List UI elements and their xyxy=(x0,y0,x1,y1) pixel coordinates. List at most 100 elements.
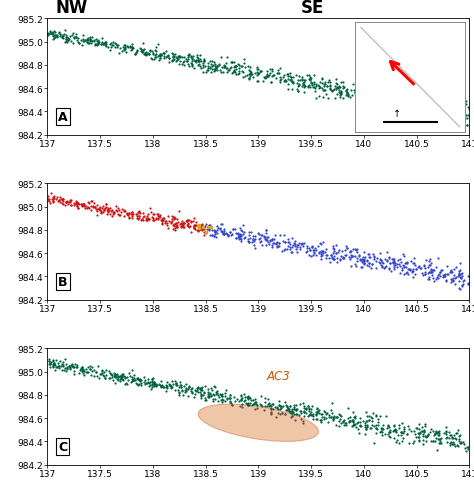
Point xyxy=(143,51,150,59)
Point xyxy=(452,429,459,437)
Point xyxy=(50,32,57,40)
Point xyxy=(107,371,115,378)
Point xyxy=(421,433,428,440)
Point xyxy=(335,417,343,425)
Point xyxy=(85,205,93,212)
Point xyxy=(184,56,192,63)
Point xyxy=(441,272,449,280)
Point xyxy=(442,428,450,436)
Point xyxy=(155,57,163,64)
Point xyxy=(350,421,358,429)
Point xyxy=(458,113,466,121)
Point xyxy=(415,430,422,438)
Point xyxy=(204,60,211,68)
Point xyxy=(306,247,314,255)
Point xyxy=(192,388,200,395)
Point xyxy=(129,45,137,53)
Point xyxy=(167,219,175,227)
Point xyxy=(75,40,83,48)
Point xyxy=(54,194,61,201)
Point xyxy=(195,61,203,69)
Point xyxy=(322,246,330,254)
Point xyxy=(237,392,245,399)
Point xyxy=(281,410,289,418)
Point xyxy=(437,106,444,114)
Point xyxy=(115,212,123,220)
Point xyxy=(228,399,235,407)
Point xyxy=(371,254,378,261)
Point xyxy=(64,365,71,373)
Point xyxy=(78,365,85,373)
Point xyxy=(191,223,198,231)
Point xyxy=(91,42,99,50)
Point xyxy=(352,247,360,255)
Point xyxy=(94,41,102,48)
Point xyxy=(58,196,66,204)
Point xyxy=(94,363,102,370)
Point xyxy=(88,202,95,210)
Point xyxy=(180,54,188,62)
Point xyxy=(398,267,405,274)
Point xyxy=(318,250,325,258)
Point xyxy=(191,58,199,66)
Point xyxy=(54,32,61,40)
Point xyxy=(375,84,383,92)
Point xyxy=(61,31,68,39)
Point xyxy=(366,94,374,102)
Point xyxy=(46,360,54,368)
Point xyxy=(268,236,275,243)
Point xyxy=(100,372,108,380)
Point xyxy=(102,43,109,51)
Point xyxy=(443,262,451,270)
Point xyxy=(310,84,317,91)
Point xyxy=(55,196,63,204)
Point xyxy=(217,391,224,399)
Point xyxy=(231,63,238,71)
Point xyxy=(446,429,453,437)
Point xyxy=(237,233,245,241)
Point xyxy=(447,431,455,439)
Point xyxy=(79,363,86,371)
Point xyxy=(183,222,191,230)
Point xyxy=(441,102,449,109)
Point xyxy=(161,215,168,223)
Point xyxy=(238,68,246,76)
Point xyxy=(199,224,207,232)
Point xyxy=(433,430,441,438)
Point xyxy=(354,93,362,101)
Point xyxy=(239,403,246,410)
Point xyxy=(169,51,177,59)
Point xyxy=(142,379,149,387)
Point xyxy=(190,215,198,223)
Point xyxy=(62,368,69,376)
Point xyxy=(419,436,427,444)
Point xyxy=(163,218,170,226)
Point xyxy=(71,368,78,376)
Point xyxy=(162,387,170,395)
Point xyxy=(339,254,347,262)
Point xyxy=(264,400,272,408)
Point xyxy=(164,224,172,232)
Point xyxy=(296,77,304,85)
Point xyxy=(212,233,220,241)
Point xyxy=(365,93,372,101)
Point xyxy=(86,38,94,46)
Point xyxy=(368,421,376,428)
Point xyxy=(301,82,308,90)
Point xyxy=(438,101,445,109)
Point xyxy=(443,277,450,285)
Point xyxy=(457,113,465,121)
Point xyxy=(273,243,281,251)
Point xyxy=(63,34,71,42)
Point xyxy=(252,400,260,408)
Point xyxy=(322,410,329,418)
Point xyxy=(234,71,241,78)
Point xyxy=(293,86,301,93)
Point xyxy=(126,44,134,51)
Point xyxy=(450,431,457,439)
Point xyxy=(301,408,308,415)
Point xyxy=(211,230,219,238)
Point xyxy=(137,381,145,389)
Point xyxy=(86,36,93,44)
Point xyxy=(173,224,181,231)
